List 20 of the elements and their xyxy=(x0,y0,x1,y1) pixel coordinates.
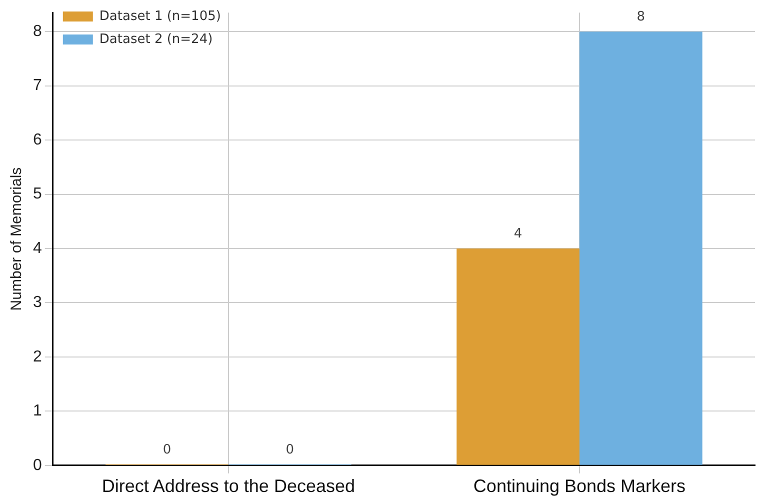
bar xyxy=(579,32,702,465)
data-label: 0 xyxy=(162,442,172,458)
y-tick-label: 2 xyxy=(32,348,42,366)
y-tick-label: 8 xyxy=(32,22,42,40)
legend-label: Dataset 1 (n=105) xyxy=(99,8,221,24)
data-label: 4 xyxy=(514,226,522,242)
bar xyxy=(456,248,580,465)
y-tick-label: 1 xyxy=(32,402,42,420)
y-tick-label: 6 xyxy=(32,131,42,148)
y-tick-label: 4 xyxy=(32,240,42,257)
y-tick-label: 7 xyxy=(32,77,42,94)
data-label: 0 xyxy=(286,442,294,458)
x-tick-label: Continuing Bonds Markers xyxy=(473,476,686,496)
legend-label: Dataset 2 (n=24) xyxy=(99,32,213,47)
y-axis-title: Number of Memorials xyxy=(8,167,26,311)
data-label: 8 xyxy=(636,9,646,24)
x-tick-label: Direct Address to the Deceased xyxy=(102,476,355,496)
y-tick-label: 5 xyxy=(32,186,42,203)
y-tick-label: 0 xyxy=(32,456,42,474)
y-tick-label: 3 xyxy=(32,294,42,312)
